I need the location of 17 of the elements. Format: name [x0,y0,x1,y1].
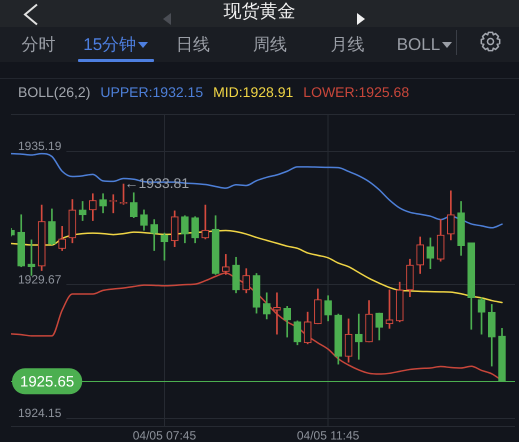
text: BOLL [396,34,440,54]
text: 日线 [176,34,210,56]
y-tick-label: 1935.19 [18,139,62,154]
text: MID:1928.91 [213,84,294,100]
text: LOWER:1925.68 [303,84,410,100]
text: 月线 [330,34,364,56]
y-tick-label: 1929.67 [18,272,62,286]
ref-line-label: 1925.65 [20,373,74,390]
text: 15分钟 [83,34,136,56]
text: UPPER:1932.15 [100,84,204,100]
text: 分时 [22,34,56,56]
x-tick-label: 04/05 11:45 [296,428,360,442]
text: 周线 [253,34,288,56]
chart-title: 现货黄金 [224,1,296,21]
x-tick-label: 04/05 07:45 [132,428,196,442]
y-tick-label: 1924.15 [18,406,62,420]
legend-title: BOLL(26,2) [18,84,90,100]
